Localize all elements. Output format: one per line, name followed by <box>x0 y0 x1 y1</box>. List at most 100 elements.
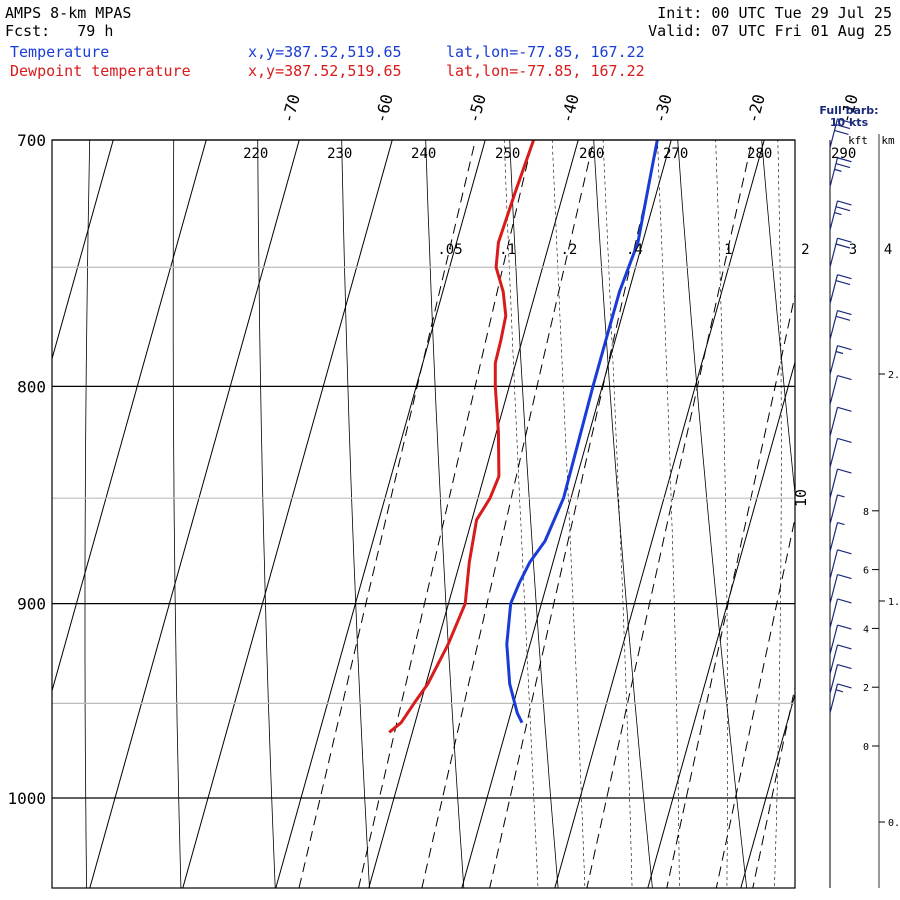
temperature-profile-line <box>505 140 659 724</box>
theta-label: 280 <box>747 146 772 162</box>
wind-barb-staff <box>829 468 839 499</box>
mixing-ratio-label: .4 <box>626 242 643 258</box>
wind-barb-staff <box>829 644 839 675</box>
mixing-ratio-label: .1 <box>499 242 516 258</box>
legend-dewpoint-latlon: lat,lon=-77.85, 167.22 <box>446 62 645 80</box>
theta-label: 240 <box>411 146 436 162</box>
isotherm-line <box>740 692 795 888</box>
dry-adiabat-line <box>84 140 91 888</box>
dewpoint-profile-line <box>388 140 536 734</box>
wind-barb-full <box>837 309 852 316</box>
moist-adiabat-line <box>657 140 680 888</box>
forecast-hour: Fcst: 79 h <box>5 22 114 40</box>
temperature-tick-label: -70 <box>278 92 304 125</box>
isotherm-line <box>52 140 207 693</box>
km-label: km <box>881 134 895 147</box>
wind-barb-staff <box>829 200 839 231</box>
init-time: Init: 00 UTC Tue 29 Jul 25 <box>657 4 892 22</box>
wind-barb-full <box>837 683 852 689</box>
theta-label: 230 <box>327 146 352 162</box>
wind-barb-staff <box>829 598 839 629</box>
pressure-tick-label: 700 <box>17 131 46 150</box>
temperature-tick-label: -40 <box>557 92 583 125</box>
profile-series <box>388 140 659 734</box>
isotherm-line <box>275 140 486 888</box>
theta-label: 250 <box>495 146 520 162</box>
mixing-ratio-label: 2 <box>801 242 809 258</box>
mixing-ratio-label: 3 <box>849 242 857 258</box>
temperature-tick-label: -50 <box>464 92 490 125</box>
mixing-ratio-line <box>666 292 795 888</box>
legend-dewpoint-xy: x,y=387.52,519.65 <box>248 62 402 80</box>
wind-barb-half <box>834 168 842 172</box>
theta-label: 270 <box>663 146 688 162</box>
wind-barb-staff <box>829 438 839 468</box>
kft-tick-label: 4 <box>863 624 869 635</box>
theta-label: 220 <box>243 146 268 162</box>
wind-barb-staff <box>829 522 839 552</box>
wind-barb-half <box>835 350 844 355</box>
wind-barb-staff <box>829 118 839 149</box>
isotherm-line <box>647 360 795 888</box>
wind-barb-full <box>834 129 849 136</box>
mixing-ratio-label: .05 <box>437 242 462 258</box>
wind-barb-staff <box>829 683 839 714</box>
wind-barb-staff <box>829 494 839 525</box>
km-tick-label: 2. <box>888 370 900 381</box>
barb-note-line1: Full barb: <box>819 104 878 117</box>
wind-barb-staff <box>829 664 839 694</box>
chart-title: AMPS 8-km MPAS <box>5 4 132 22</box>
wind-barb-full <box>835 162 851 169</box>
moist-adiabat-line <box>602 140 633 888</box>
wind-barb-full <box>837 274 852 280</box>
dry-adiabat-line <box>257 140 276 888</box>
wind-barb-full <box>837 437 852 444</box>
pressure-gridlines <box>52 139 795 799</box>
dry-adiabat-line <box>593 140 653 888</box>
moist-adiabat-line <box>715 140 728 888</box>
wind-barb-full <box>837 573 852 580</box>
kft-label: kft <box>848 134 868 147</box>
kft-tick-label: 0 <box>863 742 869 753</box>
wind-barb-full <box>837 663 852 670</box>
legend-temperature-name: Temperature <box>10 43 110 61</box>
wind-barb-staff <box>829 274 839 304</box>
dry-adiabat-line <box>761 140 795 498</box>
mixing-ratio-label: .2 <box>560 242 577 258</box>
mixing-ratio-line <box>752 684 795 888</box>
mixing-ratio-line <box>715 515 795 888</box>
isotherm-line <box>89 140 300 888</box>
mixing-ratio-label: 1 <box>724 242 732 258</box>
wind-barb-half <box>837 521 845 526</box>
wind-barb-staff <box>829 574 839 604</box>
mixing-ratio-line <box>298 140 476 888</box>
legend-dewpoint-name: Dewpoint temperature <box>10 62 191 80</box>
wind-barb-full <box>835 315 851 321</box>
theta-label: 260 <box>579 146 604 162</box>
wind-barb-full <box>837 375 852 381</box>
km-tick-label: 1. <box>888 597 900 608</box>
wind-barbs <box>829 118 852 714</box>
mixing-ratio-label: 4 <box>884 242 892 258</box>
axis-labels: 7008009001000-70-60-50-40-30-20-10022023… <box>7 92 892 808</box>
moist-adiabat-line <box>819 0 843 900</box>
wind-barb-full <box>835 206 851 212</box>
pressure-tick-label: 1000 <box>7 789 46 808</box>
mixing-ratio-line <box>421 140 595 888</box>
dry-adiabat-line <box>509 140 559 888</box>
temperature-tick-label: -60 <box>371 92 397 125</box>
wind-barb-full <box>835 279 851 286</box>
wind-barb-full <box>837 406 852 412</box>
dry-adiabat-line <box>425 140 465 888</box>
wind-barb-full <box>837 345 852 351</box>
wind-barb-staff <box>829 157 839 187</box>
wind-barb-full <box>837 118 852 124</box>
legend-temperature-xy: x,y=387.52,519.65 <box>248 43 402 61</box>
wind-barb-full <box>837 598 852 604</box>
isotherm-line <box>461 140 672 888</box>
isotherm-line <box>554 140 765 888</box>
isotherm-line <box>182 140 393 888</box>
